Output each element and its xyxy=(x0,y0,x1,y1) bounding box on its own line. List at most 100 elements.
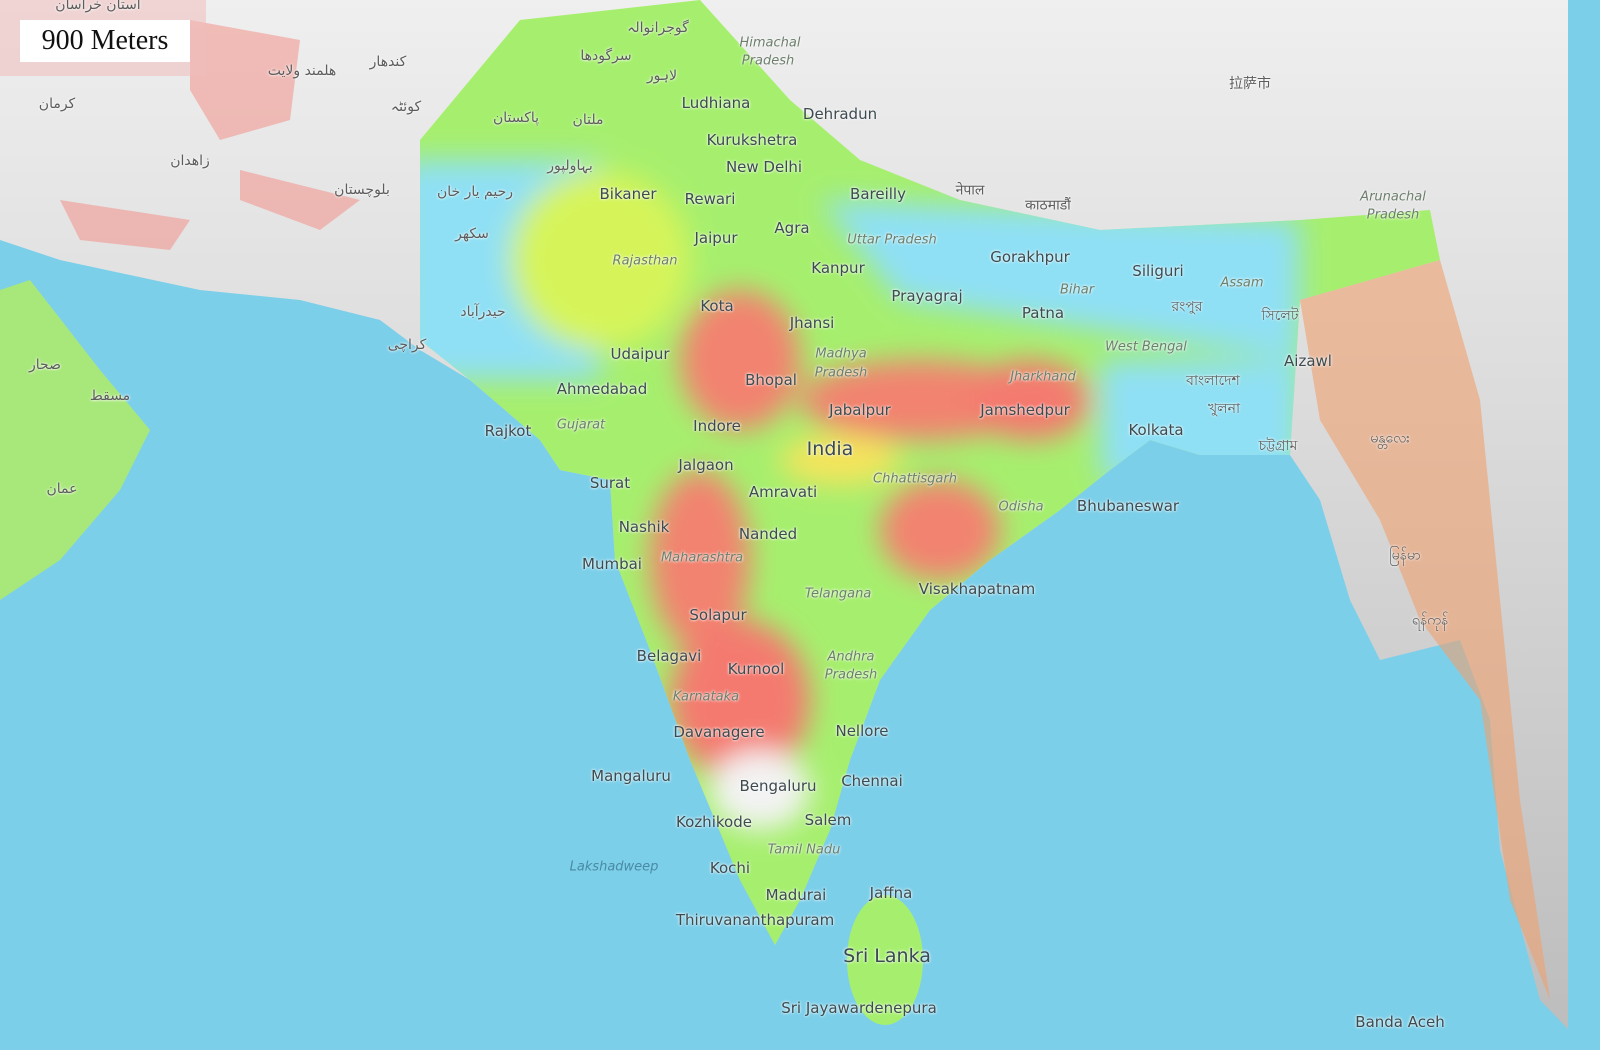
state-label: Pradesh xyxy=(741,53,795,69)
city-label: Banda Aceh xyxy=(1355,1013,1445,1031)
country-label: India xyxy=(806,438,854,460)
foreign-place-label: नेपाल xyxy=(955,182,985,199)
city-label: Mangaluru xyxy=(591,767,671,785)
city-label: Ludhiana xyxy=(681,94,751,112)
state-label: Pradesh xyxy=(814,365,868,381)
city-label: Rewari xyxy=(684,190,736,208)
foreign-place-label: کراچی xyxy=(387,337,427,353)
city-label: Bengaluru xyxy=(739,777,817,795)
state-label: Andhra xyxy=(827,649,875,665)
city-label: Gorakhpur xyxy=(990,248,1070,266)
foreign-place-label: 拉萨市 xyxy=(1229,76,1271,92)
northeast-hills xyxy=(1300,260,1550,1000)
country-label: Sri Lanka xyxy=(843,945,931,967)
city-label: Bareilly xyxy=(850,185,906,203)
state-label: Karnataka xyxy=(672,689,740,705)
city-label: Bhubaneswar xyxy=(1076,497,1180,515)
state-label: Maharashtra xyxy=(660,550,744,566)
iran-deserts xyxy=(60,20,360,250)
foreign-place-label: مسقط xyxy=(89,388,131,404)
state-label: Assam xyxy=(1220,275,1264,291)
city-label: Jalgaon xyxy=(678,456,734,474)
foreign-place-label: ရန်ကုန် xyxy=(1411,612,1449,629)
city-label: Bikaner xyxy=(599,185,657,203)
foreign-place-label: کندھار xyxy=(369,54,407,70)
city-label: Patna xyxy=(1021,304,1065,322)
city-label: Rajkot xyxy=(484,422,532,440)
foreign-place-label: هلمند ولایت xyxy=(267,63,337,79)
foreign-place-label: မန္တလေး xyxy=(1370,430,1410,447)
foreign-place-label: زاهدان xyxy=(170,153,210,169)
city-label: Nashik xyxy=(618,518,670,536)
foreign-place-label: لاہور xyxy=(646,68,678,84)
state-label: Pradesh xyxy=(1366,207,1420,223)
city-label: Madurai xyxy=(765,886,827,904)
foreign-place-label: রংপুর xyxy=(1171,299,1203,315)
city-label: Mumbai xyxy=(582,555,642,573)
city-label: Jhansi xyxy=(789,314,835,332)
state-label: Arunachal xyxy=(1360,189,1426,205)
city-label: Solapur xyxy=(689,606,747,624)
foreign-place-label: সিলেট xyxy=(1261,308,1299,324)
city-label: Chennai xyxy=(841,772,903,790)
city-label: Prayagraj xyxy=(891,287,963,305)
state-label: Chhattisgarh xyxy=(873,471,957,487)
state-label: Uttar Pradesh xyxy=(847,232,937,248)
foreign-place-label: پاکستان xyxy=(492,110,540,126)
state-label: Gujarat xyxy=(556,417,606,433)
terrain-map[interactable] xyxy=(0,0,1568,1029)
city-label: Amravati xyxy=(748,483,818,501)
city-label: Udaipur xyxy=(610,345,670,363)
foreign-place-label: বাংলাদেশ xyxy=(1186,373,1240,389)
foreign-place-label: سکھر xyxy=(455,226,489,242)
city-label: Indore xyxy=(693,417,741,435)
foreign-place-label: سرگودھا xyxy=(580,48,632,64)
city-label: Thiruvananthapuram xyxy=(675,911,835,929)
water-label: Lakshadweep xyxy=(569,859,659,875)
foreign-place-label: খুলনা xyxy=(1207,401,1241,417)
city-label: Visakhapatnam xyxy=(918,580,1036,598)
scale-label: 900 Meters xyxy=(20,20,190,62)
foreign-place-label: بہاولپور xyxy=(547,158,593,174)
foreign-place-label: صحار xyxy=(29,357,61,373)
foreign-place-label: ملتان xyxy=(572,112,604,128)
state-label: Odisha xyxy=(998,499,1044,515)
city-label: Kota xyxy=(700,297,734,315)
foreign-place-label: استان خراسان xyxy=(55,0,141,13)
city-label: Sri Jayawardenepura xyxy=(781,999,937,1017)
city-label: Kanpur xyxy=(811,259,865,277)
state-label: Pradesh xyxy=(824,667,878,683)
foreign-place-label: کرمان xyxy=(38,96,76,112)
foreign-place-label: کوئٹہ xyxy=(390,99,422,115)
city-label: Salem xyxy=(804,811,852,829)
city-label: Kurukshetra xyxy=(706,131,798,149)
city-label: Jamshedpur xyxy=(980,401,1070,419)
foreign-place-label: گوجرانوالہ xyxy=(627,20,689,36)
foreign-place-label: حیدرآباد xyxy=(460,304,506,320)
state-label: Rajasthan xyxy=(612,253,678,269)
sri-lanka-land xyxy=(847,895,923,1025)
city-label: New Delhi xyxy=(725,158,803,176)
state-label: Himachal xyxy=(739,35,801,51)
foreign-place-label: চট্টগ্রাম xyxy=(1258,438,1298,454)
state-label: Bihar xyxy=(1059,282,1095,298)
city-label: Surat xyxy=(589,474,631,492)
city-label: Agra xyxy=(774,219,810,237)
foreign-place-label: မြန်မာ xyxy=(1389,547,1421,564)
city-label: Dehradun xyxy=(802,105,878,123)
city-label: Davanagere xyxy=(673,723,765,741)
city-label: Aizawl xyxy=(1284,352,1332,370)
state-label: Telangana xyxy=(804,586,872,602)
city-label: Siliguri xyxy=(1132,262,1184,280)
foreign-place-label: بلوچستان xyxy=(334,182,390,198)
foreign-place-label: رحیم یار خان xyxy=(437,184,513,200)
foreign-place-label: काठमाडौं xyxy=(1025,197,1071,214)
city-label: Nellore xyxy=(835,722,889,740)
city-label: Kozhikode xyxy=(676,813,752,831)
state-label: Madhya xyxy=(815,346,867,362)
city-label: Jaipur xyxy=(694,229,738,247)
city-label: Kolkata xyxy=(1128,421,1184,439)
city-label: Nanded xyxy=(738,525,798,543)
state-label: West Bengal xyxy=(1105,339,1187,355)
city-label: Kochi xyxy=(709,859,751,877)
